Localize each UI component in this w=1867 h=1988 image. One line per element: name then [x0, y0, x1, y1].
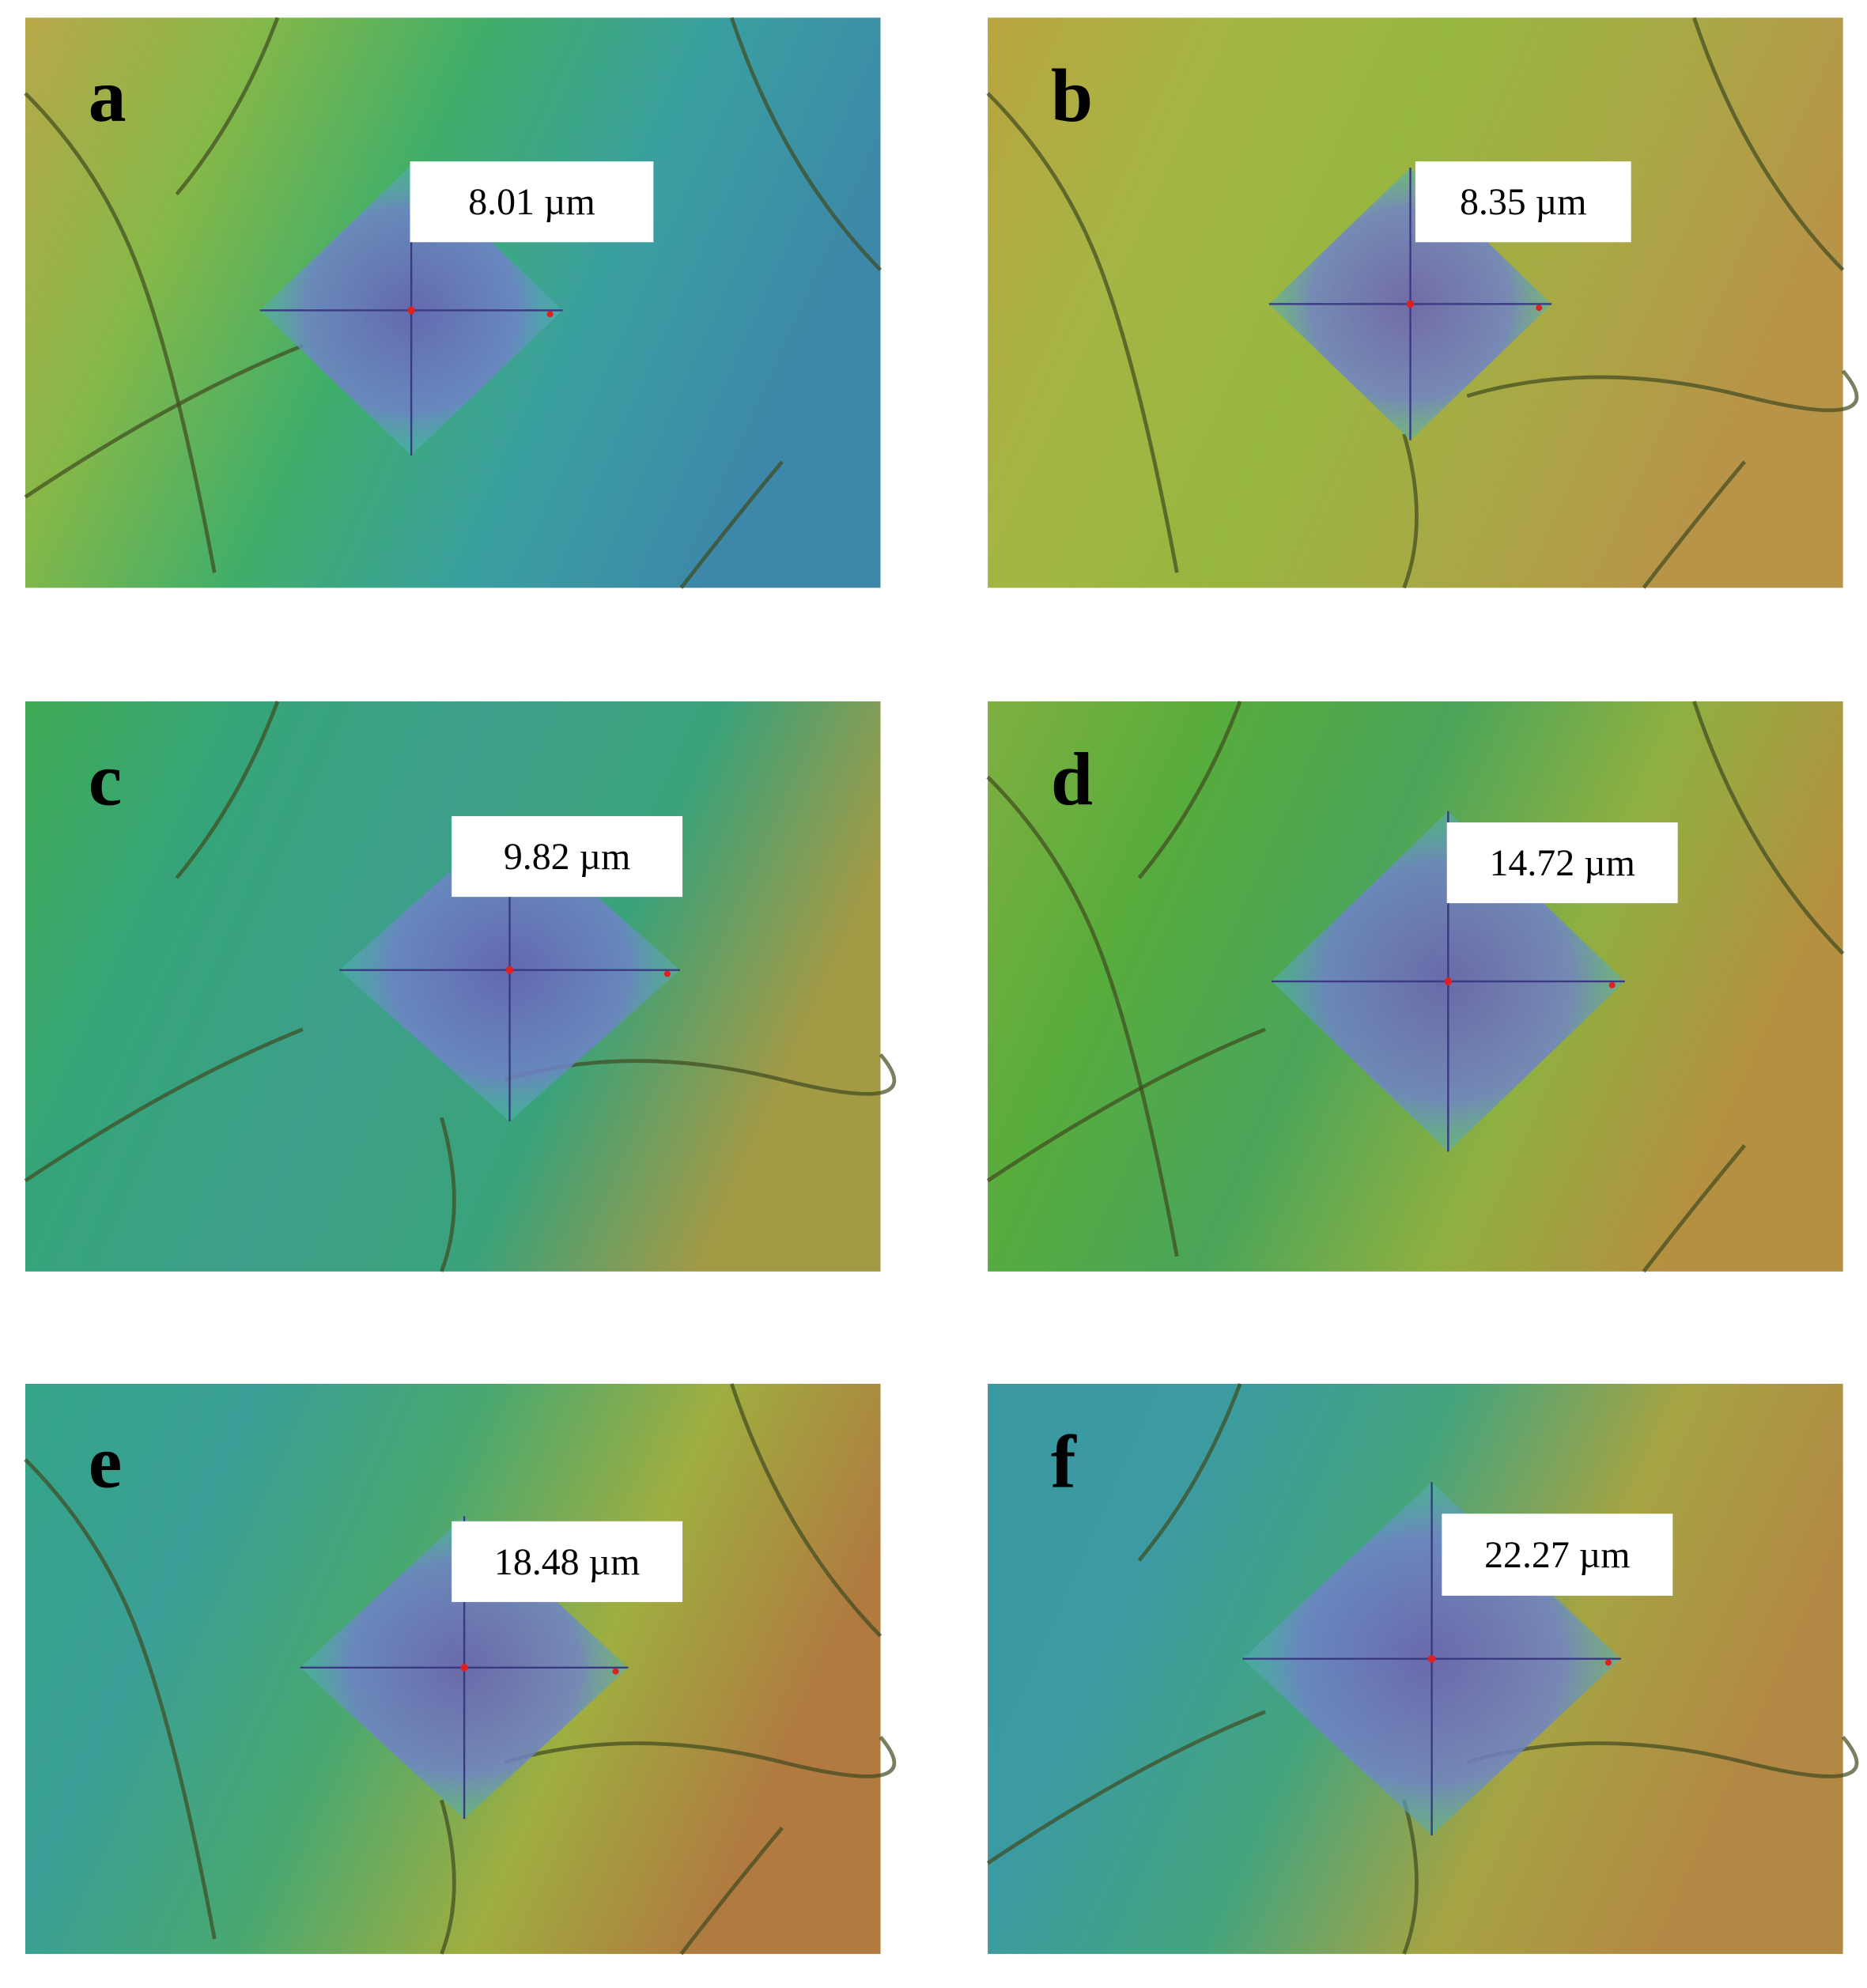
panel-letter: c [89, 738, 122, 822]
marker [407, 306, 415, 315]
panel-letter: a [89, 54, 127, 138]
crack [679, 460, 784, 589]
label-box [1442, 1514, 1673, 1596]
crack [1402, 1799, 1419, 1955]
crack [175, 17, 280, 196]
crack [24, 1457, 217, 1940]
panel: f 22.27 µm [986, 1383, 1859, 1955]
marker [1604, 1659, 1612, 1666]
measurement-label: 18.48 µm [494, 1541, 640, 1583]
crack [986, 1027, 1266, 1183]
crack [504, 1053, 897, 1096]
marker [1427, 1654, 1436, 1663]
label-box [452, 1521, 683, 1602]
measurement-label: 8.01 µm [468, 181, 595, 223]
crack [986, 1710, 1266, 1865]
crack [440, 1799, 456, 1955]
marker [1536, 304, 1543, 312]
panel-letter: d [1051, 738, 1093, 822]
crack [1466, 369, 1859, 413]
crack [1137, 1383, 1242, 1562]
panel: c 9.82 µm [24, 701, 897, 1272]
crack [1642, 460, 1747, 589]
marker [546, 311, 554, 318]
crack [24, 1027, 304, 1183]
panel: b 8.35 µm [986, 17, 1859, 589]
crack [1692, 17, 1845, 272]
panel-letter: b [1051, 54, 1093, 138]
marker [505, 966, 514, 974]
crack [440, 1117, 456, 1272]
marker [1406, 300, 1415, 308]
crack [1692, 701, 1845, 955]
label-box [1446, 822, 1678, 904]
marker [1608, 981, 1616, 988]
crack [1642, 1143, 1747, 1273]
panel-letter: e [89, 1420, 122, 1504]
label-box [452, 816, 683, 898]
crack [986, 775, 1179, 1257]
crack [986, 92, 1179, 573]
measurement-label: 9.82 µm [504, 836, 630, 878]
crack [730, 17, 882, 272]
crack [730, 1383, 882, 1638]
panel: e 18.48 µm [24, 1383, 897, 1956]
marker [1444, 977, 1453, 985]
crack [679, 1826, 784, 1956]
marker [612, 1668, 619, 1675]
crack [1137, 701, 1242, 879]
crack [1402, 433, 1419, 589]
crack [24, 343, 304, 499]
crack [175, 701, 280, 879]
crack [504, 1736, 897, 1778]
label-box [410, 161, 654, 243]
measurement-label: 14.72 µm [1490, 842, 1635, 884]
marker [663, 970, 671, 977]
marker [460, 1664, 468, 1672]
crack [1466, 1736, 1859, 1778]
label-box [1415, 161, 1631, 243]
crack [24, 92, 217, 573]
measurement-label: 8.35 µm [1460, 181, 1586, 223]
panel: a 8.01 µm [24, 17, 882, 589]
panel-letter: f [1051, 1420, 1077, 1504]
measurement-label: 22.27 µm [1484, 1534, 1630, 1576]
panel: d 14.72 µm [986, 701, 1845, 1273]
